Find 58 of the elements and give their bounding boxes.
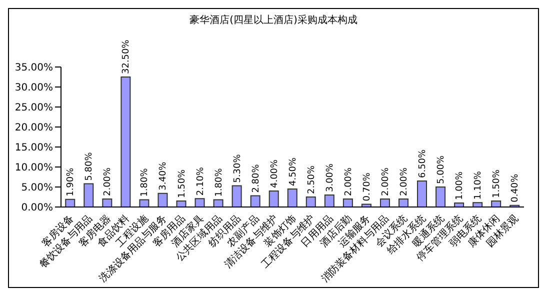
bar bbox=[380, 198, 390, 207]
data-label: 1.50% bbox=[492, 168, 502, 198]
data-label: 4.00% bbox=[270, 158, 280, 188]
bar bbox=[268, 190, 279, 207]
bar bbox=[213, 199, 224, 207]
data-label: 2.00% bbox=[344, 166, 354, 196]
data-label: 2.00% bbox=[103, 166, 114, 196]
y-tick-label: 10.00% bbox=[14, 162, 53, 174]
y-tick-label: 0.00% bbox=[21, 202, 53, 214]
bar bbox=[472, 202, 483, 207]
bar bbox=[361, 204, 372, 207]
data-label: 0.40% bbox=[510, 173, 521, 202]
bar bbox=[194, 198, 205, 207]
bar bbox=[454, 202, 464, 207]
data-label: 2.00% bbox=[399, 166, 410, 196]
data-label: 3.40% bbox=[158, 161, 169, 190]
data-label: 2.10% bbox=[196, 166, 206, 196]
data-label: 2.50% bbox=[306, 164, 317, 194]
data-label: 0.70% bbox=[362, 172, 372, 202]
y-tick-label: 30.00% bbox=[14, 82, 53, 94]
data-label: 2.00% bbox=[380, 166, 391, 196]
data-label: 1.10% bbox=[474, 170, 484, 200]
bar bbox=[84, 183, 94, 207]
data-label: 5.00% bbox=[436, 154, 447, 184]
data-label: 5.80% bbox=[84, 152, 95, 181]
data-label: 1.80% bbox=[140, 168, 150, 197]
bar bbox=[65, 198, 76, 207]
y-tick-label: 25.00% bbox=[14, 102, 53, 114]
bar bbox=[287, 188, 298, 207]
bar bbox=[120, 76, 131, 207]
bar bbox=[232, 185, 242, 207]
bar bbox=[398, 198, 408, 207]
chart-title: 豪华酒店(四星以上酒店)采购成本构成 bbox=[188, 14, 358, 28]
y-tick-label: 20.00% bbox=[14, 122, 53, 134]
bar bbox=[250, 195, 260, 207]
bar bbox=[306, 196, 316, 207]
data-label: 1.50% bbox=[177, 168, 188, 198]
bar bbox=[139, 199, 150, 207]
bar bbox=[324, 194, 334, 207]
data-label: 6.50% bbox=[418, 148, 428, 178]
data-label: 5.30% bbox=[232, 154, 243, 183]
data-label: 3.00% bbox=[325, 162, 336, 192]
bar bbox=[176, 200, 186, 207]
bar bbox=[491, 200, 502, 207]
data-label: 2.80% bbox=[251, 164, 262, 193]
bar bbox=[417, 180, 428, 207]
y-tick-label: 35.00% bbox=[14, 62, 53, 74]
bar bbox=[436, 186, 446, 207]
y-tick-label: 15.00% bbox=[14, 142, 53, 154]
bar bbox=[102, 198, 112, 207]
bar bbox=[342, 198, 353, 207]
data-label: 1.80% bbox=[214, 168, 224, 197]
data-label: 4.50% bbox=[288, 156, 298, 186]
data-label: 32.50% bbox=[122, 39, 132, 74]
bar bbox=[158, 192, 168, 207]
data-label: 1.90% bbox=[66, 167, 76, 196]
data-label: 1.00% bbox=[455, 170, 466, 200]
y-tick-label: 5.00% bbox=[21, 182, 53, 194]
